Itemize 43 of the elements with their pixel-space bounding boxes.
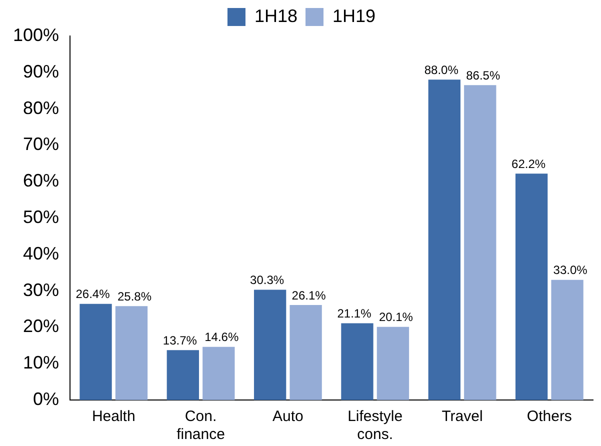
bar (376, 326, 410, 400)
y-tick-label: 50% (23, 206, 60, 227)
legend-label: 1H19 (332, 6, 376, 26)
data-label: 86.5% (466, 68, 500, 82)
bar (428, 80, 460, 400)
data-label: 21.1% (337, 306, 372, 321)
bar (254, 290, 286, 400)
y-tick-label: 100% (12, 24, 60, 45)
data-label: 26.1% (292, 288, 326, 302)
y-tick-label: 0% (33, 388, 60, 409)
bar (202, 346, 235, 400)
x-tick-label: Con. finance (176, 408, 225, 444)
bar (80, 304, 112, 400)
x-tick-label: Travel (442, 408, 483, 426)
data-label: 30.3% (250, 273, 284, 288)
x-tick-label: Others (526, 408, 572, 426)
legend-label: 1H18 (254, 6, 298, 26)
y-tick-label: 70% (23, 134, 60, 154)
bar (166, 350, 199, 400)
y-tick-label: 90% (23, 61, 60, 82)
y-tick-label: 10% (23, 352, 60, 373)
bar (464, 85, 496, 400)
data-label: 88.0% (424, 62, 459, 77)
bar (115, 306, 148, 400)
data-label: 62.2% (512, 156, 546, 171)
y-tick-label: 80% (23, 98, 60, 118)
x-tick-label: Lifestyle cons. (348, 408, 403, 444)
y-tick-label: 20% (23, 316, 60, 336)
data-label: 14.6% (204, 330, 239, 344)
data-label: 20.1% (378, 310, 414, 324)
y-tick-label: 40% (23, 243, 60, 264)
x-tick-label: Auto (272, 408, 304, 426)
bar (341, 323, 374, 400)
bar (290, 304, 322, 400)
data-label: 33.0% (553, 263, 588, 278)
x-tick-label: Health (92, 408, 136, 426)
data-label: 13.7% (162, 333, 198, 348)
y-tick-label: 30% (23, 280, 60, 300)
bar (551, 280, 584, 400)
y-tick-label: 60% (23, 170, 60, 191)
bar (515, 174, 548, 400)
data-label: 25.8% (117, 289, 152, 304)
data-label: 26.4% (76, 287, 110, 302)
